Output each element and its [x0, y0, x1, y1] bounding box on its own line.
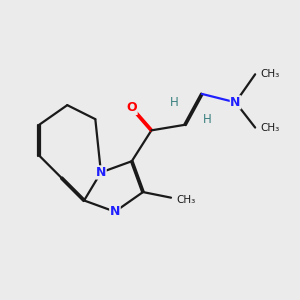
Text: H: H: [169, 96, 178, 109]
Text: N: N: [96, 166, 106, 179]
Text: N: N: [110, 205, 120, 218]
Text: CH₃: CH₃: [261, 123, 280, 133]
Text: O: O: [127, 101, 137, 114]
Text: N: N: [230, 96, 241, 109]
Text: CH₃: CH₃: [261, 69, 280, 79]
Text: H: H: [203, 113, 212, 126]
Text: CH₃: CH₃: [177, 196, 196, 206]
